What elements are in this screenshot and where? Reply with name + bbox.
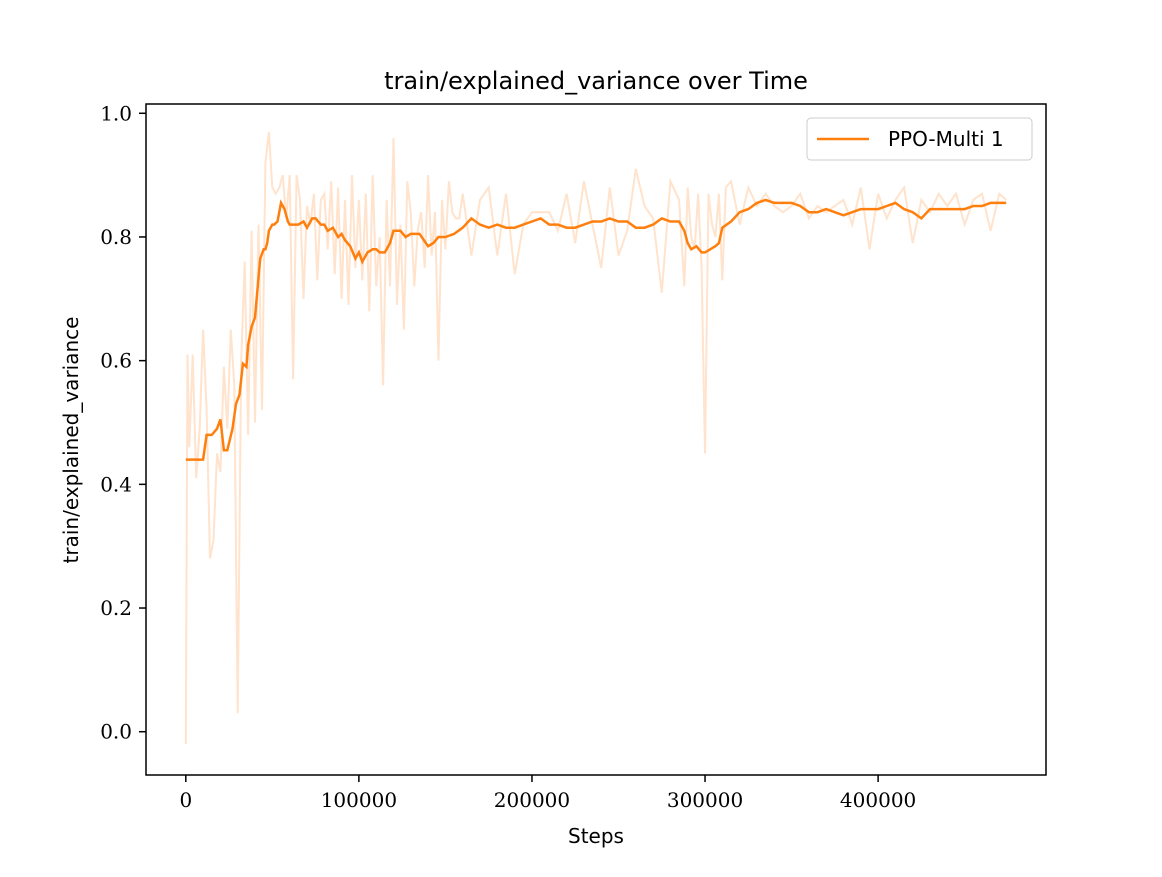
plot-frame	[145, 103, 1047, 776]
y-tick-label: 0.2	[100, 596, 132, 620]
x-axis: 0 100000 200000 300000 400000	[179, 775, 916, 812]
x-tick-label: 200000	[494, 788, 570, 812]
y-tick-label: 1.0	[100, 101, 132, 125]
x-tick-label: 100000	[321, 788, 397, 812]
legend-box	[806, 117, 1033, 161]
x-tick-label: 300000	[667, 788, 743, 812]
y-tick-label: 0.6	[100, 349, 132, 373]
x-axis-label: Steps	[568, 824, 624, 848]
chart-title: train/explained_variance over Time	[384, 67, 808, 95]
y-tick-label: 0.0	[100, 720, 132, 744]
plot-area	[145, 103, 1047, 776]
y-tick-label: 0.4	[100, 472, 132, 496]
y-axis-label: train/explained_variance	[59, 317, 83, 564]
raw-series-line	[184, 131, 1007, 745]
y-axis: 0.0 0.2 0.4 0.6 0.8 1.0	[100, 101, 146, 744]
legend-label: PPO-Multi 1	[888, 127, 1004, 151]
y-tick-label: 0.8	[100, 225, 132, 249]
x-tick-label: 0	[179, 788, 192, 812]
legend: PPO-Multi 1	[806, 117, 1033, 161]
x-tick-label: 400000	[840, 788, 916, 812]
smoothed-series-line	[185, 198, 1007, 461]
